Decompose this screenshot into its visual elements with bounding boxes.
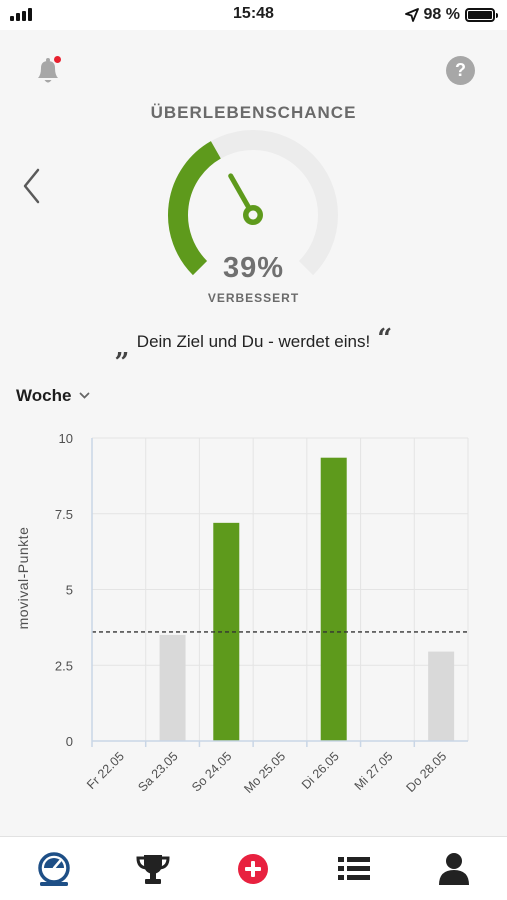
chart-bar	[428, 651, 455, 741]
chart-x-tick-label: Fr 22.05	[84, 749, 127, 792]
chart-x-tick-label: So 24.05	[189, 749, 234, 794]
nav-trophies[interactable]	[135, 851, 171, 887]
signal-icon	[10, 8, 34, 21]
gauge-percent: 39%	[222, 252, 285, 284]
profile-icon	[439, 853, 469, 885]
chart-bar	[320, 457, 347, 741]
motivation-quote: „ Dein Ziel und Du - werdet eins! “	[0, 324, 507, 361]
add-circle-icon	[238, 854, 268, 884]
notification-bell-icon[interactable]	[34, 56, 62, 86]
chart-y-tick-label: 2.5	[55, 658, 73, 673]
back-chevron-icon[interactable]	[20, 166, 42, 206]
status-bar: 15:48 98 %	[0, 0, 507, 30]
status-time: 15:48	[233, 5, 274, 22]
quote-close-mark: “	[377, 324, 393, 354]
battery-icon	[465, 8, 498, 22]
help-icon[interactable]: ?	[446, 56, 475, 85]
battery-level	[468, 11, 492, 19]
period-dropdown[interactable]: Woche	[16, 386, 90, 406]
nav-add[interactable]	[235, 851, 271, 887]
nav-list[interactable]	[336, 851, 372, 887]
trophy-icon	[136, 855, 170, 884]
chart-y-tick-label: 10	[59, 431, 73, 446]
period-label: Woche	[16, 386, 72, 405]
bottom-navigation	[0, 836, 507, 900]
chart-x-tick-label: Do 28.05	[403, 749, 449, 795]
nav-dashboard[interactable]	[36, 851, 72, 887]
chart-x-tick-label: Di 26.05	[299, 749, 342, 792]
nav-profile[interactable]	[436, 851, 472, 887]
chart-x-tick-label: Mi 27.05	[352, 749, 396, 793]
location-arrow-icon	[404, 8, 419, 22]
chevron-down-icon	[80, 392, 90, 399]
notification-badge	[54, 56, 61, 63]
list-icon	[338, 857, 370, 880]
chart-y-tick-label: 7.5	[55, 507, 73, 522]
survival-gauge	[168, 130, 338, 276]
chart-x-tick-label: Mo 25.05	[241, 749, 288, 796]
battery-percent: 98 %	[423, 6, 460, 23]
gauge-fill	[168, 141, 222, 276]
gauge-title: ÜBERLEBENSCHANCE	[150, 103, 357, 122]
quote-open-mark: „	[114, 333, 130, 363]
gauge-status: VERBESSERT	[207, 291, 300, 305]
points-bar-chart: 0 2.5 5 7.5 10 Fr 22.05 Sa 23.05 So 24.05 Mo 25.…	[55, 431, 469, 796]
quote-text: Dein Ziel und Du - werdet eins!	[136, 332, 371, 351]
chart-x-tick-label: Sa 23.05	[135, 749, 180, 794]
dashboard-gauge-icon	[38, 852, 70, 886]
chart-y-tick-label: 5	[66, 583, 73, 598]
status-right: 98 %	[404, 5, 498, 25]
chart-y-tick-label: 0	[66, 734, 73, 749]
chart-bar	[159, 634, 186, 741]
